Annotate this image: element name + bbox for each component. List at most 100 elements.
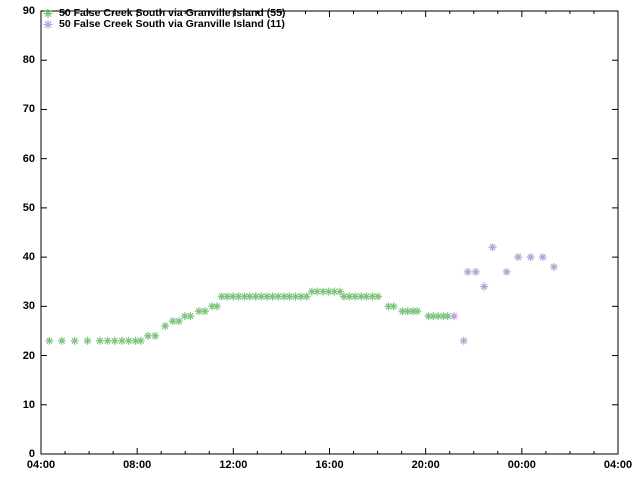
data-point-series-0: [83, 336, 92, 345]
data-point-series-0: [302, 292, 311, 301]
y-tick-label: 50: [22, 201, 35, 214]
data-point-series-0: [212, 302, 221, 311]
data-point-series-0: [339, 292, 348, 301]
purple-asterisk-icon: [43, 20, 53, 29]
data-point-series-1: [471, 267, 480, 276]
data-point-series-0: [251, 292, 260, 301]
data-point-series-0: [362, 292, 371, 301]
data-point-series-0: [194, 307, 203, 316]
legend: 50 False Creek South via Granville Islan…: [42, 8, 285, 30]
data-point-series-0: [330, 287, 339, 296]
data-point-series-0: [161, 322, 170, 331]
data-point-series-0: [408, 307, 417, 316]
data-point-series-1: [480, 282, 489, 291]
legend-label-series-55: 50 False Creek South via Granville Islan…: [59, 7, 286, 19]
data-point-series-0: [424, 312, 433, 321]
legend-entry-series-55: 50 False Creek South via Granville Islan…: [42, 8, 285, 19]
data-point-series-0: [240, 292, 249, 301]
x-tick-label: 20:00: [411, 459, 440, 471]
y-tick-label: 60: [22, 152, 35, 165]
data-point-series-0: [45, 336, 54, 345]
data-point-series-0: [285, 292, 294, 301]
data-point-series-0: [245, 292, 254, 301]
data-point-series-0: [257, 292, 266, 301]
y-tick-label: 70: [22, 103, 35, 116]
x-tick-label: 04:00: [26, 459, 56, 471]
data-point-series-0: [174, 317, 183, 326]
data-point-series-0: [280, 292, 289, 301]
data-point-series-0: [389, 302, 398, 311]
data-point-series-0: [345, 292, 354, 301]
y-tick-label: 20: [22, 349, 35, 362]
data-point-series-0: [228, 292, 237, 301]
data-point-series-0: [297, 292, 306, 301]
data-point-series-0: [335, 287, 344, 296]
data-point-series-0: [180, 312, 189, 321]
data-point-series-0: [217, 292, 226, 301]
data-point-series-0: [186, 312, 195, 321]
data-point-series-1: [502, 267, 511, 276]
data-point-series-0: [208, 302, 217, 311]
data-point-series-0: [429, 312, 438, 321]
data-point-series-0: [151, 331, 160, 340]
legend-label-series-11: 50 False Creek South via Granville Islan…: [59, 18, 285, 30]
data-point-series-0: [95, 336, 104, 345]
data-point-series-1: [514, 253, 523, 262]
data-point-series-0: [351, 292, 360, 301]
data-point-series-0: [168, 317, 177, 326]
data-point-series-1: [549, 262, 558, 271]
data-point-series-0: [200, 307, 209, 316]
data-point-series-0: [143, 331, 152, 340]
data-point-series-0: [413, 307, 422, 316]
data-point-series-0: [110, 336, 119, 345]
data-point-series-0: [373, 292, 382, 301]
data-point-series-0: [398, 307, 407, 316]
x-tick-label: 16:00: [315, 459, 344, 471]
data-point-series-1: [526, 253, 535, 262]
y-tick-label: 80: [22, 54, 35, 67]
data-point-series-0: [313, 287, 322, 296]
data-point-series-0: [307, 287, 316, 296]
x-tick-label: 04:00: [603, 459, 633, 471]
data-point-series-0: [434, 312, 443, 321]
data-point-series-0: [124, 336, 133, 345]
data-point-series-0: [70, 336, 79, 345]
data-point-series-0: [262, 292, 271, 301]
data-point-series-0: [223, 292, 232, 301]
data-point-series-0: [403, 307, 412, 316]
y-tick-label: 0: [28, 448, 35, 460]
data-point-series-1: [459, 336, 468, 345]
data-point-series-0: [274, 292, 283, 301]
data-point-series-0: [136, 336, 145, 345]
data-point-series-0: [234, 292, 243, 301]
data-point-series-1: [463, 267, 472, 276]
data-point-series-1: [538, 253, 547, 262]
data-point-series-0: [439, 312, 448, 321]
data-point-series-0: [384, 302, 393, 311]
plot-border: [40, 10, 619, 455]
x-tick-label: 00:00: [507, 459, 536, 471]
data-point-series-0: [131, 336, 140, 345]
data-point-series-0: [443, 312, 452, 321]
data-point-series-0: [324, 287, 333, 296]
data-point-series-1: [450, 312, 459, 321]
y-tick-label: 10: [22, 398, 35, 411]
y-tick-label: 40: [22, 251, 35, 264]
data-point-series-0: [268, 292, 277, 301]
data-point-series-0: [357, 292, 366, 301]
data-point-series-0: [291, 292, 300, 301]
data-point-series-0: [319, 287, 328, 296]
data-point-series-0: [103, 336, 112, 345]
x-tick-label: 08:00: [123, 459, 152, 471]
y-tick-label: 30: [22, 300, 35, 313]
data-point-series-0: [368, 292, 377, 301]
x-tick-label: 12:00: [219, 459, 248, 471]
legend-entry-series-11: 50 False Creek South via Granville Islan…: [42, 19, 285, 30]
green-asterisk-icon: [43, 9, 53, 18]
data-point-series-0: [117, 336, 126, 345]
y-tick-label: 90: [22, 5, 35, 17]
data-point-series-0: [57, 336, 66, 345]
data-point-series-1: [488, 243, 497, 252]
